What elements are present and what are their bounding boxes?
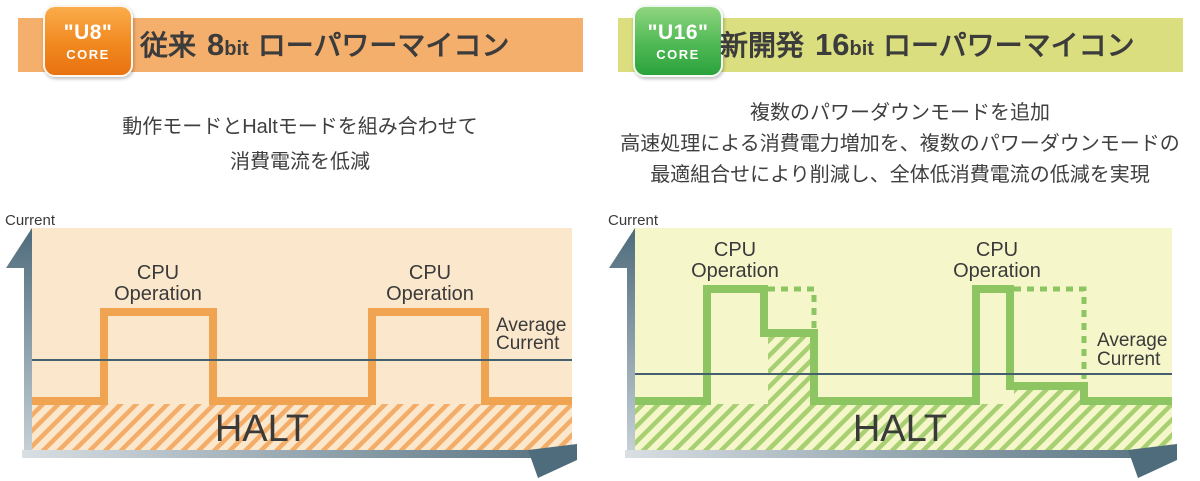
badge-label-core: CORE bbox=[66, 46, 110, 62]
average-current-label: Average bbox=[496, 315, 566, 336]
subtitle-line: 高速処理による消費電力増加を、複数のパワーダウンモードの bbox=[620, 133, 1180, 155]
x-axis-arrowhead bbox=[1128, 444, 1177, 478]
cpu-operation-label: CPU bbox=[976, 239, 1018, 261]
cpu-operation-label: CPU bbox=[137, 262, 179, 284]
waveform-chart-u8: Current CPU Operation CPU Operation Aver… bbox=[5, 212, 577, 478]
subtitle-line: 複数のパワーダウンモードを追加 bbox=[750, 102, 1050, 124]
title-rest: ローパワーマイコン bbox=[882, 30, 1135, 61]
title-bit-unit: bit bbox=[849, 38, 874, 60]
title-rest: ローパワーマイコン bbox=[257, 30, 510, 61]
subtitle-line: 最適組合せにより削減し、全体低消費電流の低減を実現 bbox=[650, 164, 1150, 186]
cpu-operation-label: Operation bbox=[691, 260, 779, 282]
waveform-chart-u16: Current CPU Operation CPU Operation Aver… bbox=[608, 212, 1177, 478]
subtitle-u16: 複数のパワーダウンモードを追加 高速処理による消費電力増加を、複数のパワーダウン… bbox=[600, 98, 1200, 191]
x-axis-arrowhead bbox=[528, 444, 577, 478]
subtitle-u8: 動作モードとHaltモードを組み合わせて 消費電流を低減 bbox=[0, 110, 600, 180]
panel-u16-16bit: "U16" CORE 新開発 16bit ローパワーマイコン 複数のパワーダウンモー… bbox=[600, 0, 1200, 481]
title-bit-value: 8 bbox=[207, 27, 225, 62]
halt-label: HALT bbox=[215, 408, 309, 450]
y-axis-arrow bbox=[6, 228, 32, 458]
header-title-u16: 新開発 16bit ローパワーマイコン bbox=[720, 18, 1135, 72]
halt-hatch-band bbox=[30, 404, 572, 450]
cpu-operation-label: Operation bbox=[386, 283, 474, 305]
title-bit-value: 16 bbox=[815, 27, 850, 62]
y-axis-arrow bbox=[609, 228, 635, 458]
cpu-operation-label: CPU bbox=[714, 239, 756, 261]
panel-u8-8bit: "U8" CORE 従来 8bit ローパワーマイコン 動作モードとHaltモードを… bbox=[0, 5, 600, 478]
conventional-operation-dashed-outline bbox=[1014, 286, 1087, 379]
badge-label-u8: "U8" bbox=[63, 20, 113, 44]
y-axis-label: Current bbox=[5, 212, 56, 229]
title-bit-unit: bit bbox=[224, 38, 249, 60]
y-axis-label: Current bbox=[608, 212, 659, 229]
header-title-u8: 従来 8bit ローパワーマイコン bbox=[140, 18, 509, 72]
subtitle-line: 消費電流を低減 bbox=[230, 151, 370, 173]
average-current-label: Current bbox=[496, 333, 560, 354]
current-waveform bbox=[30, 308, 572, 405]
subtitle-line: 動作モードとHaltモードを組み合わせて bbox=[122, 116, 478, 138]
title-prefix: 新開発 bbox=[720, 30, 805, 61]
conventional-operation-dashed-outline bbox=[768, 286, 817, 328]
x-axis-bar bbox=[625, 450, 1175, 458]
badge-label-u16: "U16" bbox=[647, 20, 709, 44]
x-axis-bar bbox=[22, 450, 575, 458]
u16-core-badge: "U16" CORE bbox=[633, 5, 723, 77]
power-down-hatch-area bbox=[1014, 390, 1080, 450]
power-down-hatch-area bbox=[768, 337, 810, 450]
current-waveform bbox=[633, 285, 1172, 405]
cpu-operation-label: CPU bbox=[409, 262, 451, 284]
title-prefix: 従来 bbox=[140, 30, 197, 61]
badge-label-core: CORE bbox=[656, 46, 700, 62]
u8-core-badge: "U8" CORE bbox=[43, 5, 133, 77]
cpu-operation-label: Operation bbox=[953, 260, 1041, 282]
halt-label: HALT bbox=[853, 408, 947, 450]
average-current-label: Average bbox=[1097, 330, 1167, 351]
cpu-operation-label: Operation bbox=[114, 283, 202, 305]
average-current-label: Current bbox=[1097, 349, 1161, 370]
halt-hatch-band bbox=[633, 404, 1172, 450]
